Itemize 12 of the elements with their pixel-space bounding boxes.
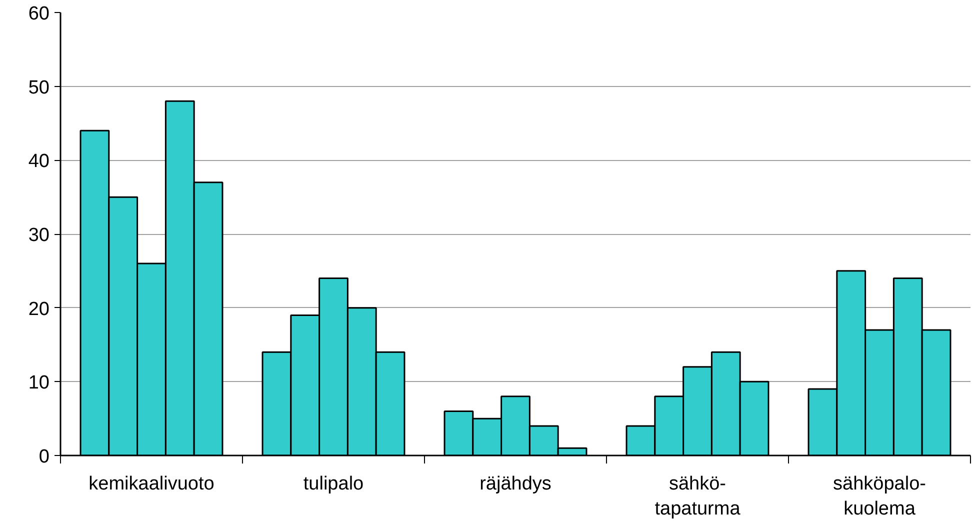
y-tick-label: 0 — [38, 446, 50, 468]
y-tick-label: 20 — [28, 298, 50, 320]
x-tick-label: kemikaalivuoto — [88, 474, 214, 494]
x-tick-label: sähkö- tapaturma — [654, 474, 741, 520]
x-tick-label: tulipalo — [303, 474, 364, 494]
x-tick-label: sähköpalo- kuolema — [833, 474, 926, 520]
y-tick-label: 50 — [28, 77, 50, 98]
y-tick-label: 60 — [28, 4, 50, 24]
x-tick-label: räjähdys — [480, 474, 552, 494]
y-tick-label: 30 — [28, 225, 50, 246]
y-tick-label: 10 — [28, 372, 50, 394]
y-tick-label: 40 — [28, 151, 50, 172]
